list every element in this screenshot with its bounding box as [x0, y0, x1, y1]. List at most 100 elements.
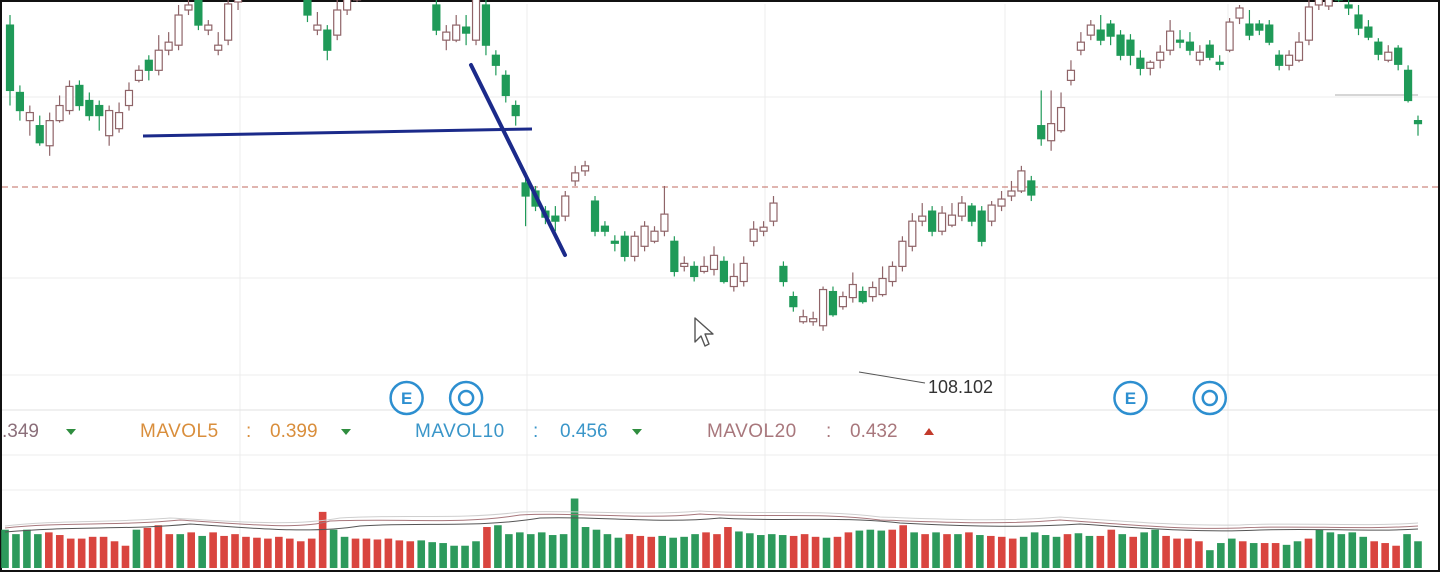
candle [1056, 92, 1066, 133]
volume-bar [987, 535, 995, 568]
volume-bar [1184, 538, 1192, 568]
candle [610, 235, 619, 252]
volume-bar [789, 535, 798, 568]
volume-bar [636, 535, 645, 568]
candle-body [442, 31, 451, 41]
candle [1275, 50, 1284, 71]
volume-bar [209, 532, 217, 568]
volume-bar [176, 534, 185, 568]
volume-bar [461, 545, 469, 568]
candle [1235, 4, 1244, 25]
volume-bar [505, 534, 513, 568]
candle [1166, 20, 1175, 56]
candle-body [1096, 29, 1105, 41]
candle [600, 221, 610, 237]
volume-bar [778, 535, 787, 568]
candle-body [1086, 24, 1095, 36]
candle-body [154, 49, 163, 71]
mavol10-colon: : [533, 421, 538, 442]
grid [2, 4, 1438, 568]
volume-bar [154, 525, 163, 568]
volume-bar [1282, 544, 1291, 568]
volume-bar [954, 534, 962, 568]
volume-bar [340, 536, 349, 568]
candle-body [501, 74, 510, 97]
volume-bar [800, 534, 809, 568]
candle-body [809, 318, 818, 323]
volume-bar [198, 535, 206, 568]
candle-body [957, 202, 966, 217]
candle [888, 261, 897, 287]
candle-body [233, 0, 243, 3]
volume-bar [187, 532, 196, 568]
candle [977, 206, 986, 247]
mavol10-trend-icon [632, 429, 642, 435]
candle-body [630, 235, 639, 257]
candle [1007, 180, 1016, 202]
volume-bar [494, 525, 502, 568]
volume-bar [1173, 538, 1181, 568]
candle [462, 15, 471, 46]
options-marker-icon[interactable] [448, 380, 484, 416]
candle [1086, 20, 1095, 41]
candle-body [491, 54, 500, 66]
volume-bar [417, 540, 426, 568]
candle [194, 0, 203, 31]
candle [164, 32, 173, 56]
volume-bar [406, 541, 415, 568]
candle-body [898, 240, 907, 268]
candle [1255, 20, 1264, 36]
volume-bar [121, 545, 130, 568]
candle [1245, 10, 1254, 41]
candle-body [174, 14, 183, 46]
volume-bar [658, 535, 667, 568]
candle-body [1304, 6, 1314, 41]
volume-bar [99, 536, 108, 568]
candle-body [224, 3, 233, 41]
volume-bar [943, 534, 951, 568]
candle [442, 25, 451, 51]
candle [1324, 0, 1333, 10]
candle [1076, 32, 1085, 56]
volume-bar [318, 511, 327, 568]
candle-body [1146, 61, 1155, 69]
candle-body [1017, 170, 1026, 192]
candle-body [590, 200, 600, 232]
volume-bar [1217, 543, 1225, 568]
volume-bar [307, 538, 316, 568]
volume-bar [1063, 534, 1072, 568]
volume-bar [439, 543, 447, 568]
volume-bar [976, 535, 984, 568]
volume-bar [888, 529, 897, 568]
candle-body [1374, 41, 1383, 55]
candle [323, 25, 332, 61]
candles [5, 0, 1423, 331]
volume-bar [570, 498, 579, 568]
candle-body [670, 240, 679, 273]
candle [660, 185, 669, 237]
candle-body [313, 24, 322, 31]
marker-letter: E [401, 389, 412, 408]
volume-bar [680, 536, 688, 568]
candle-body [1047, 123, 1056, 142]
earnings-marker-icon[interactable]: E [389, 380, 424, 416]
earnings-marker-icon[interactable]: E [1113, 380, 1148, 416]
candle-body [75, 84, 84, 107]
candle [481, 0, 491, 56]
options-marker-icon[interactable] [1192, 380, 1228, 416]
candle [571, 165, 580, 186]
candle [719, 256, 729, 284]
candle [580, 160, 590, 176]
candle-body [1106, 23, 1115, 37]
candle [561, 191, 570, 222]
candle [144, 55, 153, 81]
volume-bar [66, 538, 75, 568]
candle [1394, 45, 1403, 71]
volume-bar [932, 532, 940, 568]
candle-body [323, 29, 332, 51]
volume-bar [483, 527, 491, 568]
candle-body [333, 9, 342, 36]
candle [620, 231, 629, 262]
candle [858, 286, 867, 304]
volume-bar [242, 536, 250, 568]
